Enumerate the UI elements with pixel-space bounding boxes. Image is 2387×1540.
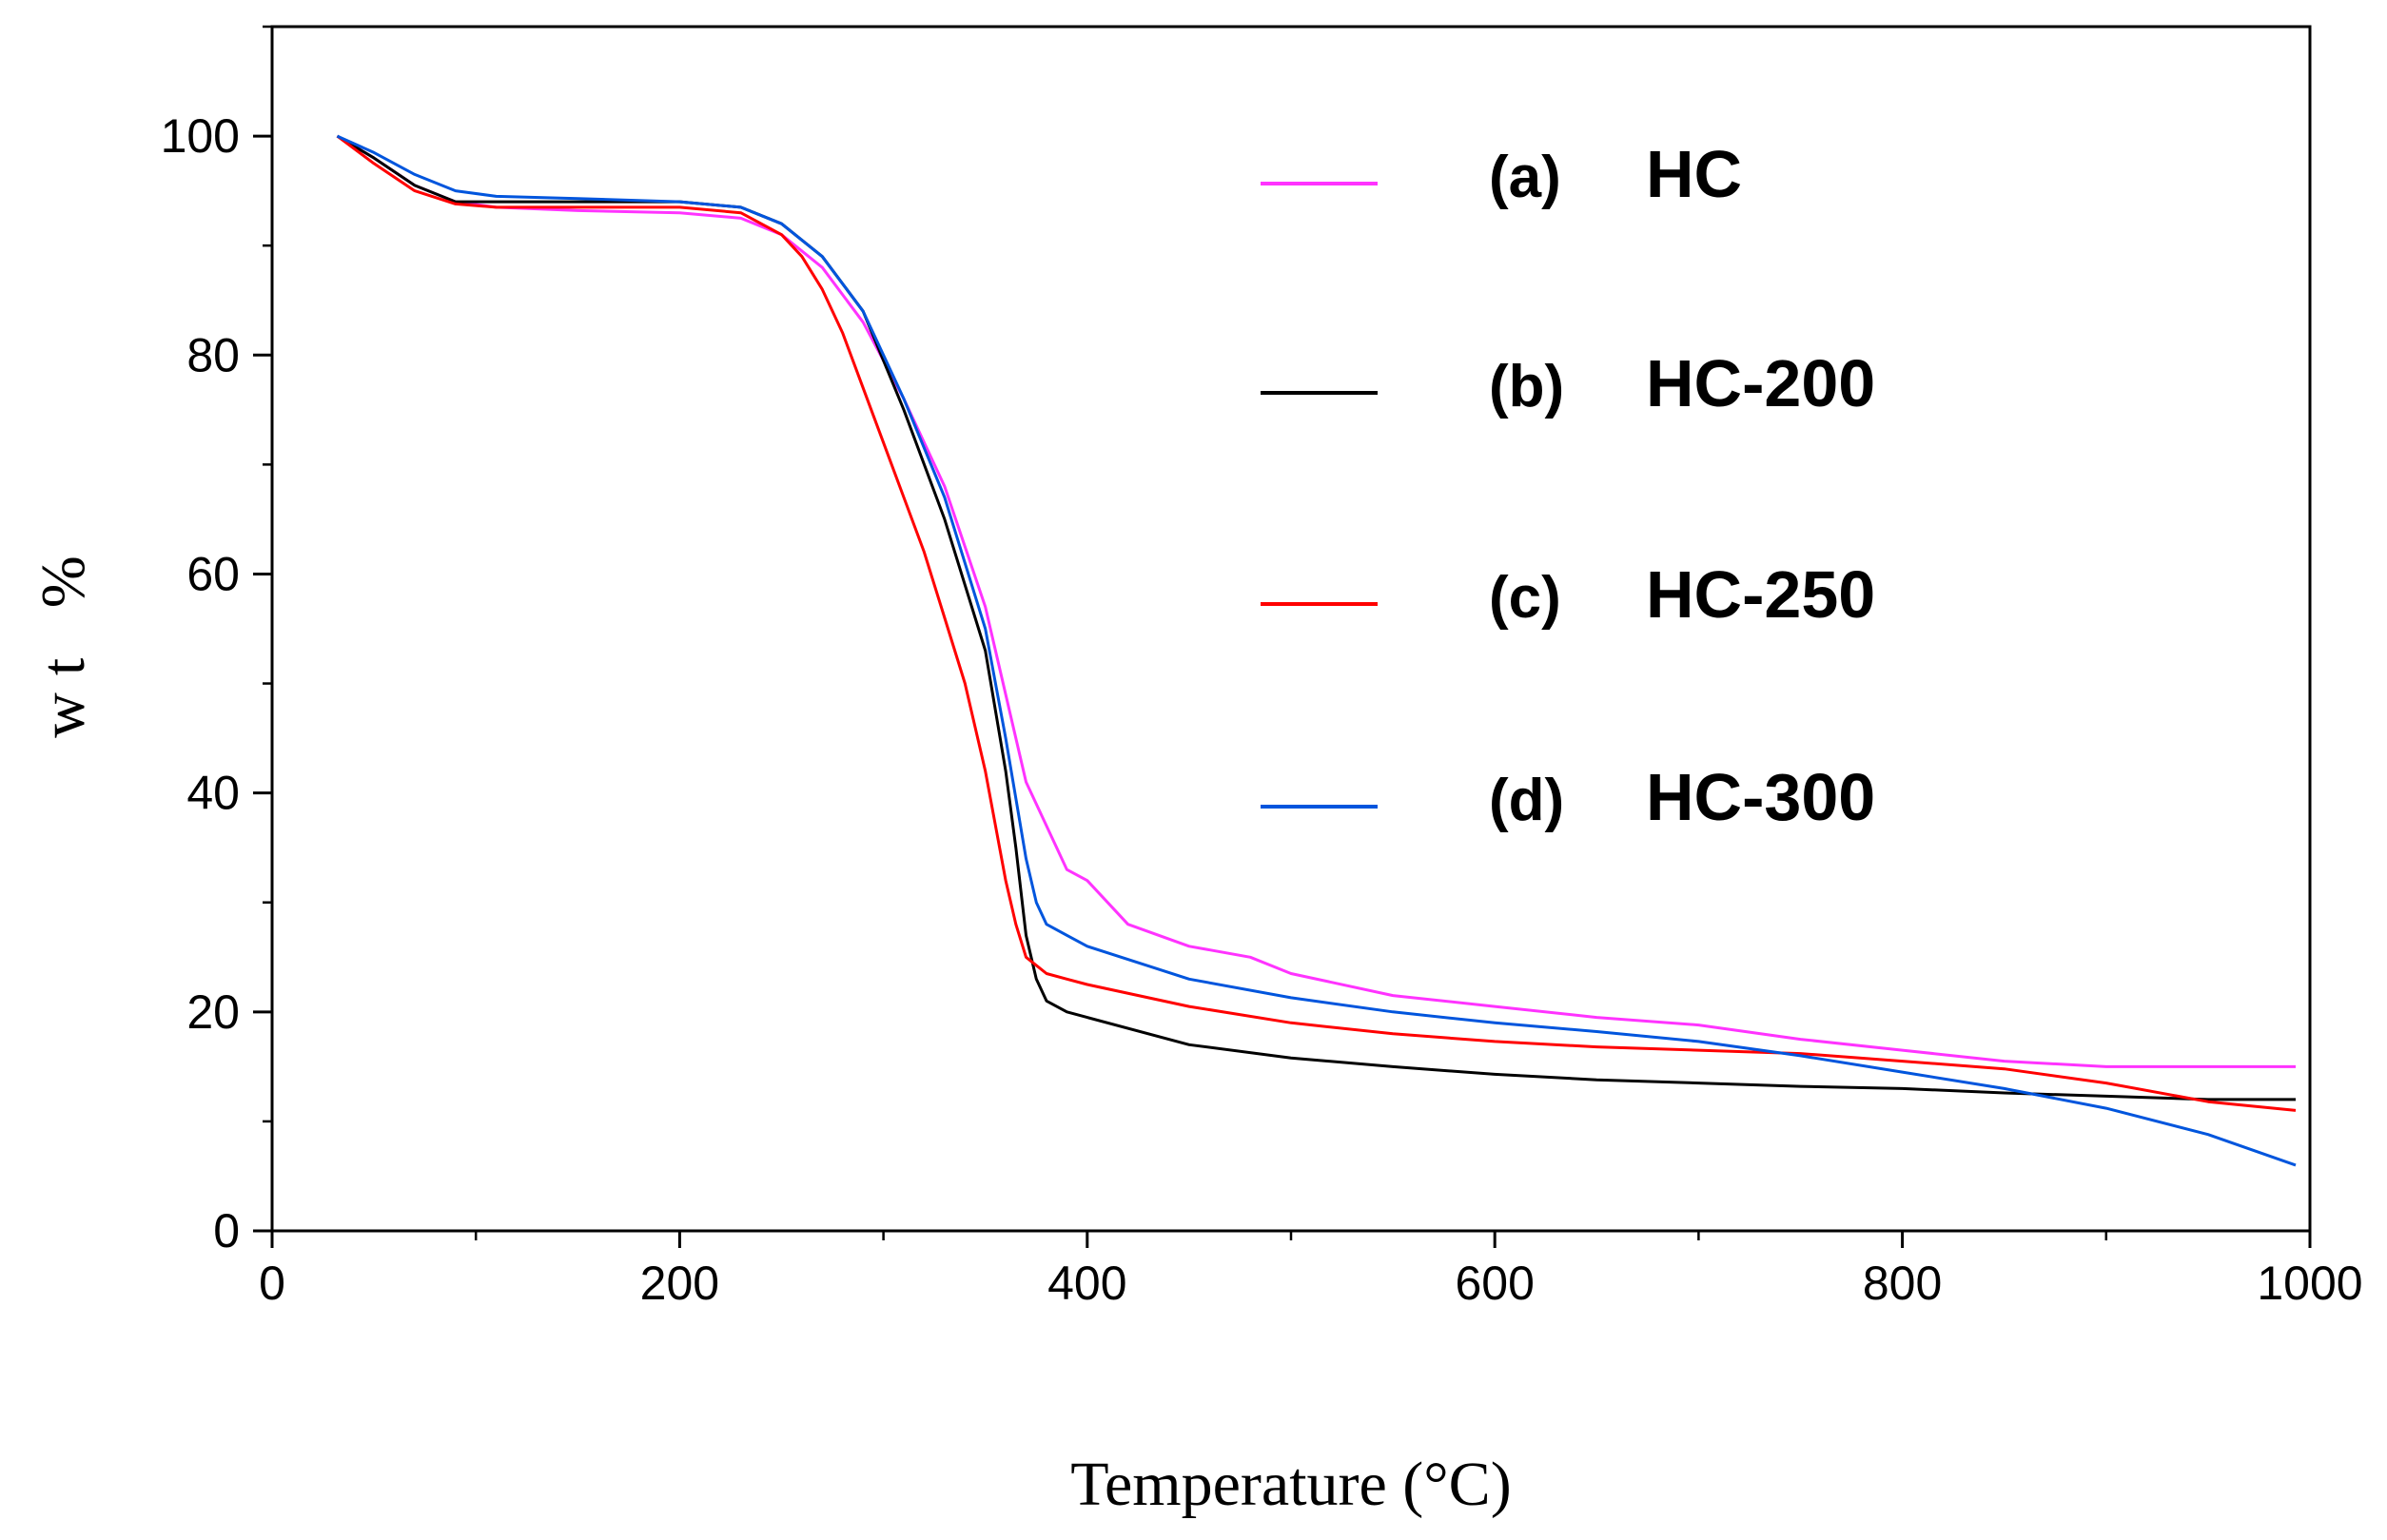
series-line-hc <box>336 134 2296 1068</box>
y-tick-label: 80 <box>186 328 240 381</box>
series-line-hc-200 <box>336 134 2296 1101</box>
legend-letter: (c) <box>1489 565 1561 631</box>
legend-label: HC-200 <box>1646 346 1875 420</box>
x-tick-label: 0 <box>259 1257 285 1310</box>
legend-letter: (b) <box>1489 354 1564 419</box>
y-tick-label: 20 <box>186 985 240 1039</box>
y-axis-ticks: 0 20 40 60 80 100 <box>161 25 272 1257</box>
legend: (a) HC (b) HC-200 (c) HC-250 (d) HC-300 <box>1261 137 1875 834</box>
x-tick-label: 400 <box>1047 1257 1126 1310</box>
legend-label: HC <box>1646 137 1742 211</box>
y-tick-label: 0 <box>213 1204 240 1257</box>
x-axis-title: Temperature (°C) <box>1070 1450 1511 1519</box>
x-tick-label: 200 <box>640 1257 719 1310</box>
series-line-hc-250 <box>336 134 2297 1112</box>
y-tick-label: 100 <box>161 109 240 163</box>
x-tick-label: 1000 <box>2257 1257 2362 1310</box>
y-axis-title: wt % <box>29 538 98 737</box>
x-tick-label: 600 <box>1455 1257 1534 1310</box>
y-tick-label: 40 <box>186 767 240 820</box>
y-tick-label: 60 <box>186 547 240 600</box>
legend-letter: (a) <box>1489 145 1561 210</box>
legend-label: HC-250 <box>1646 557 1875 632</box>
x-axis-ticks: 0 200 400 600 800 1000 <box>259 1231 2363 1310</box>
legend-letter: (d) <box>1489 768 1564 833</box>
series-line-hc-300 <box>336 134 2297 1167</box>
legend-label: HC-300 <box>1646 760 1875 834</box>
x-tick-label: 800 <box>1863 1257 1942 1310</box>
series-layer <box>336 134 2297 1167</box>
